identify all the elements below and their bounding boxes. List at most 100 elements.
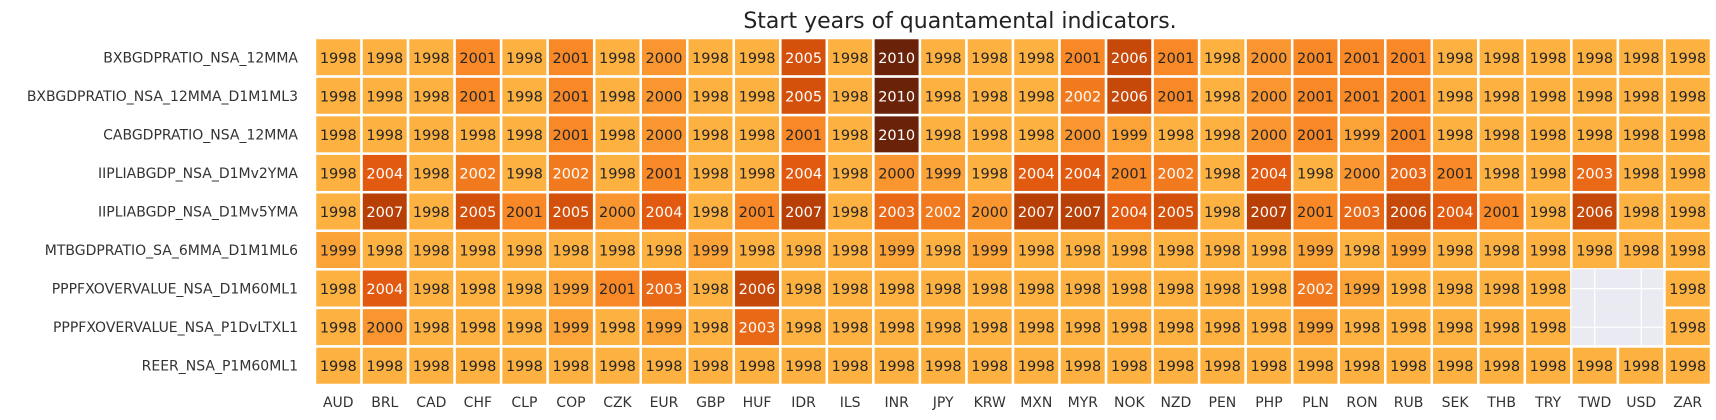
cell-value-label: 2004 xyxy=(1018,166,1055,182)
cell-value-label: 1998 xyxy=(413,166,450,182)
cell-value-label: 1998 xyxy=(1204,89,1241,105)
cell-value-label: 1998 xyxy=(506,128,543,144)
heatmap-cell xyxy=(1290,345,1340,387)
cell-value-label: 1998 xyxy=(1530,89,1567,105)
cell-value-label: 1998 xyxy=(925,282,962,298)
heatmap-cell xyxy=(1384,75,1434,117)
cell-value-label: 2002 xyxy=(459,166,496,182)
cell-value-label: 1998 xyxy=(1111,359,1148,375)
cell-value-label: 1998 xyxy=(1297,166,1334,182)
cell-value-label: 1998 xyxy=(1530,321,1567,337)
x-tick-label: PLN xyxy=(1302,395,1329,411)
cell-value-label: 1998 xyxy=(692,128,729,144)
cell-value-label: 2000 xyxy=(1250,89,1287,105)
cell-value-label: 1998 xyxy=(1018,244,1055,260)
heatmap-cells: 1998 1998 1998 2001 1998 2001 1998 2000 1998 1998… xyxy=(313,36,1713,387)
heatmap-cell xyxy=(1151,36,1201,78)
cell-value-label: 2001 xyxy=(1064,51,1101,67)
cell-value-label: 1998 xyxy=(1669,166,1706,182)
heatmap-cell xyxy=(1290,268,1340,310)
heatmap-cell xyxy=(1151,345,1201,387)
heatmap-cell xyxy=(592,268,642,310)
cell-value-label: 2001 xyxy=(646,166,683,182)
cell-value-label: 1998 xyxy=(925,244,962,260)
heatmap-cell xyxy=(1104,75,1154,117)
cell-value-label: 1998 xyxy=(1623,128,1660,144)
cell-value-label: 1998 xyxy=(506,51,543,67)
cell-value-label: 1998 xyxy=(1623,166,1660,182)
cell-value-label: 2002 xyxy=(552,166,589,182)
cell-value-label: 1998 xyxy=(832,166,869,182)
cell-value-label: 1998 xyxy=(552,244,589,260)
heatmap-cell xyxy=(1151,113,1201,155)
cell-value-label: 1999 xyxy=(320,244,357,260)
x-tick-label: PEN xyxy=(1209,395,1237,411)
cell-value-label: 1998 xyxy=(1157,321,1194,337)
x-tick-label: COP xyxy=(556,395,585,411)
cell-value-label: 1998 xyxy=(552,359,589,375)
cell-value-label: 1999 xyxy=(552,282,589,298)
cell-value-label: 1998 xyxy=(692,166,729,182)
cell-value-label: 1998 xyxy=(785,282,822,298)
cell-value-label: 2004 xyxy=(366,282,403,298)
cell-value-label: 2001 xyxy=(459,89,496,105)
cell-value-label: 1998 xyxy=(1669,205,1706,221)
cell-value-label: 2001 xyxy=(1297,51,1334,67)
cell-value-label: 1998 xyxy=(1018,359,1055,375)
cell-value-label: 2001 xyxy=(552,51,589,67)
cell-value-label: 1998 xyxy=(1250,244,1287,260)
cell-value-label: 1998 xyxy=(506,89,543,105)
cell-value-label: 1998 xyxy=(739,128,776,144)
cell-value-label: 1998 xyxy=(1437,51,1474,67)
cell-value-label: 1998 xyxy=(1576,244,1613,260)
heatmap-cell xyxy=(1663,268,1713,310)
cell-value-label: 1998 xyxy=(971,51,1008,67)
heatmap-cell xyxy=(1663,152,1713,194)
cell-value-label: 1998 xyxy=(459,321,496,337)
cell-value-label: 1998 xyxy=(1483,244,1520,260)
cell-value-label: 2006 xyxy=(739,282,776,298)
heatmap-cell xyxy=(1616,190,1666,233)
cell-value-label: 2000 xyxy=(878,166,915,182)
cell-value-label: 1998 xyxy=(1204,205,1241,221)
cell-value-label: 1998 xyxy=(320,166,357,182)
cell-value-label: 1998 xyxy=(320,89,357,105)
cell-value-label: 1998 xyxy=(1576,51,1613,67)
cell-value-label: 2001 xyxy=(552,89,589,105)
cell-value-label: 2001 xyxy=(552,128,589,144)
cell-value-label: 1998 xyxy=(1344,321,1381,337)
heatmap-cell xyxy=(872,345,922,387)
cell-value-label: 1998 xyxy=(599,89,636,105)
cell-value-label: 2001 xyxy=(1111,166,1148,182)
cell-value-label: 2001 xyxy=(1297,205,1334,221)
cell-value-label: 1998 xyxy=(1576,359,1613,375)
cell-value-label: 2001 xyxy=(1157,89,1194,105)
cell-value-label: 1998 xyxy=(1064,321,1101,337)
cell-value-label: 1998 xyxy=(692,282,729,298)
cell-value-label: 1998 xyxy=(785,244,822,260)
cell-value-label: 1998 xyxy=(878,359,915,375)
x-axis-labels: AUD BRL CAD CHF CLP COP CZK EUR GBP HUF IDR ILS INR J… xyxy=(323,395,1702,411)
cell-value-label: 1998 xyxy=(320,359,357,375)
cell-value-label: 2004 xyxy=(785,166,822,182)
heatmap-cell xyxy=(360,345,410,387)
cell-value-label: 1998 xyxy=(971,321,1008,337)
heatmap-cell xyxy=(360,268,410,310)
heatmap-cell xyxy=(1011,75,1061,117)
x-tick-label: EUR xyxy=(650,395,679,411)
heatmap-cell xyxy=(1616,229,1666,271)
heatmap-cell xyxy=(639,190,689,233)
x-tick-label: THB xyxy=(1486,395,1516,411)
heatmap-cell xyxy=(639,36,689,78)
heatmap-cell xyxy=(639,113,689,155)
cell-value-label: 1998 xyxy=(1623,205,1660,221)
heatmap-cell xyxy=(918,113,968,155)
y-tick-label: BXBGDPRATIO_NSA_12MMA_D1M1ML3 xyxy=(27,89,298,105)
heatmap-cell xyxy=(918,345,968,387)
heatmap-cell xyxy=(686,152,736,194)
heatmap-cell xyxy=(686,113,736,155)
cell-value-label: 1998 xyxy=(971,89,1008,105)
heatmap-cell xyxy=(825,190,875,233)
heatmap-cell xyxy=(1430,190,1480,233)
